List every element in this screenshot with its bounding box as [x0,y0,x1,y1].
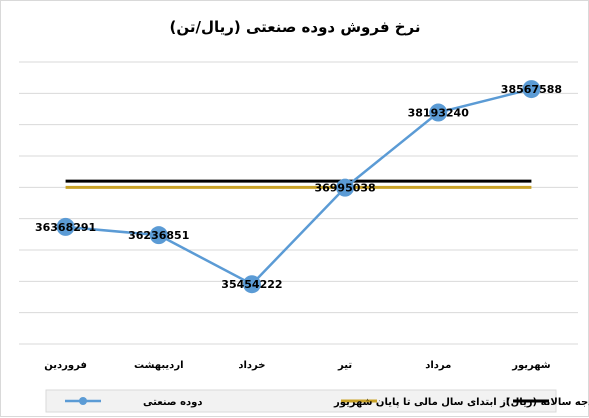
data-label: 36236851 [128,229,189,242]
legend-label-ytd: از ابتدای سال مالی تا پایان شهریور [333,397,509,408]
legend-label-budget: نرخ فروش در بودجه سالانه (ریال) [506,397,589,408]
x-tick-label: تیر [337,360,352,371]
data-point-marker [242,275,261,294]
data-label: 38567588 [501,83,562,96]
data-point-marker [149,226,168,245]
gridlines [19,61,578,345]
x-tick-label: فروردین [44,360,87,371]
legend-box [45,389,557,413]
legend-label-carbon-black: دوده صنعتی [143,397,202,408]
data-label: 36368291 [35,221,96,234]
x-tick-label: مرداد [425,360,451,371]
data-labels: 36368291 36236851 35454222 36995038 38193240… [35,83,562,291]
data-point-marker [522,80,541,99]
data-point-marker [56,217,75,236]
data-label: 38193240 [408,107,470,120]
series-lines [56,80,541,294]
legend-marker-carbon-black [79,397,87,405]
data-point-marker [429,103,448,122]
x-tick-label: خرداد [238,360,265,371]
x-axis: فروردین اردیبهشت خرداد تیر مرداد شهریور [44,360,551,371]
data-label: 35454222 [221,278,282,291]
series-line-main [65,87,532,286]
x-tick-label: شهریور [511,360,551,371]
x-tick-label: اردیبهشت [134,360,184,371]
data-label: 36995038 [314,182,375,195]
chart-title: نرخ فروش دوده صنعتی (ریال/تن) [169,18,420,36]
legend: نرخ فروش در بودجه سالانه (ریال)از ابتدای… [45,389,589,413]
data-point-marker [336,178,355,197]
